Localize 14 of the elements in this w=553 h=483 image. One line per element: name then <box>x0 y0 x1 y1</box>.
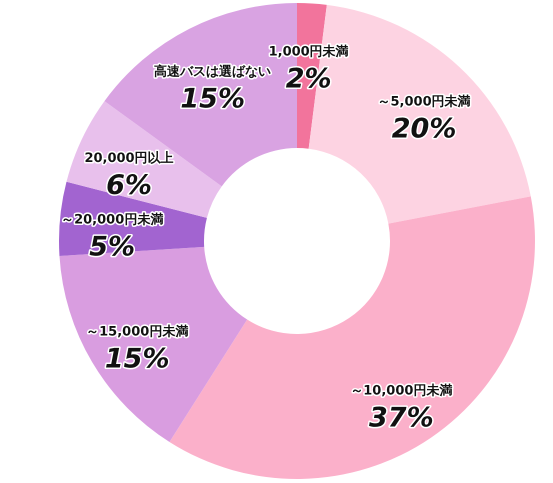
data-label: 20% <box>392 114 456 145</box>
slice-label: 20,000円以上 <box>84 150 174 166</box>
slice-label: 高速バスは選ばない <box>154 64 272 80</box>
data-label: 2% <box>286 64 332 95</box>
slice-label: ～10,000円未満 <box>350 384 452 399</box>
data-label: 6% <box>106 170 152 201</box>
slice-label: ～5,000円未満 <box>378 94 471 110</box>
slice-label: 1,000円未満 <box>268 44 349 60</box>
data-label: 5% <box>89 232 136 263</box>
slice-label: ～20,000円未満 <box>61 212 164 228</box>
data-label: 37% <box>369 402 434 434</box>
data-label: 15% <box>180 84 246 115</box>
data-label: 15% <box>104 344 170 374</box>
slice-label: ～15,000円未満 <box>86 324 188 340</box>
